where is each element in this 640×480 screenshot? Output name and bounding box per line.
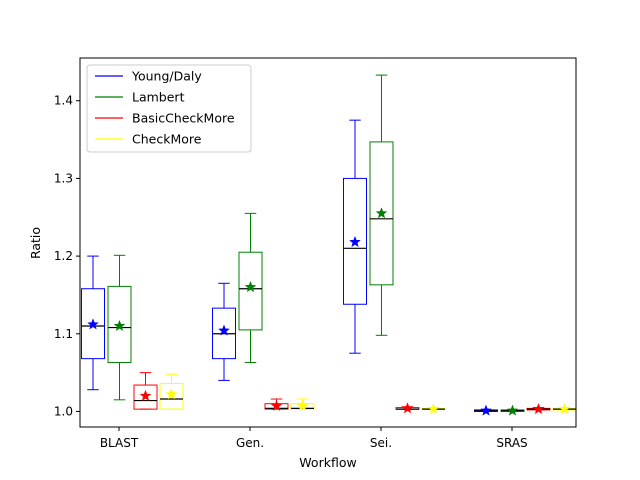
x-tick-label: Gen. (236, 436, 264, 450)
mean-marker (296, 399, 309, 412)
mean-marker (349, 235, 361, 248)
box-basiccheckmore-gen (264, 398, 289, 412)
mean-marker (427, 402, 440, 415)
plot-frame (79, 57, 577, 428)
mean-marker (506, 404, 519, 416)
box-lambert-sei (369, 74, 394, 336)
y-tick-label: 1.1 (54, 327, 73, 341)
box-lambert-gen (238, 212, 263, 364)
y-tick-label: 1.4 (54, 94, 73, 108)
y-tick-label: 1.3 (54, 171, 73, 185)
box-iqr (107, 285, 132, 364)
box-iqr (343, 177, 367, 305)
legend-label: CheckMore (132, 132, 202, 147)
box-basiccheckmore-blast (133, 372, 158, 410)
box-checkmore-sras (552, 402, 577, 415)
legend: Young/Daly Lambert BasicCheckMore CheckMore (86, 64, 252, 153)
mean-marker (87, 318, 99, 330)
box-checkmore-gen (290, 398, 315, 412)
box-young-daly-sei (343, 119, 367, 354)
box-iqr (369, 141, 394, 286)
box-basiccheckmore-sras (526, 402, 551, 415)
boxes-layer (81, 74, 577, 416)
mean-marker (139, 389, 152, 401)
legend-label: Young/Daly (131, 69, 202, 84)
mean-marker (244, 280, 257, 293)
mean-marker (270, 399, 283, 412)
y-tick-label: 1.2 (54, 249, 73, 263)
y-tick-label: 1.0 (54, 404, 73, 418)
y-axis-title: Ratio (28, 227, 43, 259)
box-basiccheckmore-sei (395, 402, 420, 414)
box-iqr (159, 382, 184, 410)
mean-marker (401, 402, 414, 414)
box-iqr (81, 288, 105, 360)
x-tick-label: SRAS (496, 436, 527, 450)
x-axis: BLAST Gen. Sei. SRAS (100, 427, 528, 450)
box-iqr (238, 251, 263, 331)
box-lambert-blast (107, 254, 132, 401)
legend-frame (86, 64, 252, 153)
mean-marker (532, 402, 545, 415)
mean-marker (113, 319, 126, 332)
box-young-daly-gen (212, 282, 236, 381)
box-checkmore-blast (159, 373, 184, 410)
legend-label: BasicCheckMore (132, 111, 235, 126)
mean-marker (375, 207, 388, 219)
legend-label: Lambert (132, 90, 185, 105)
x-axis-title: Workflow (299, 455, 356, 470)
mean-marker (165, 388, 178, 400)
x-tick-label: Sei. (370, 436, 392, 450)
x-tick-label: BLAST (100, 436, 139, 450)
box-young-daly-blast (81, 255, 105, 391)
y-axis: 1.0 1.1 1.2 1.3 1.4 (54, 94, 80, 418)
box-checkmore-sei (421, 402, 446, 415)
mean-marker (218, 324, 230, 336)
mean-marker (480, 404, 492, 416)
box-iqr (133, 384, 158, 410)
box-young-daly-sras (474, 404, 498, 416)
mean-marker (558, 402, 571, 415)
box-lambert-sras (500, 404, 525, 416)
